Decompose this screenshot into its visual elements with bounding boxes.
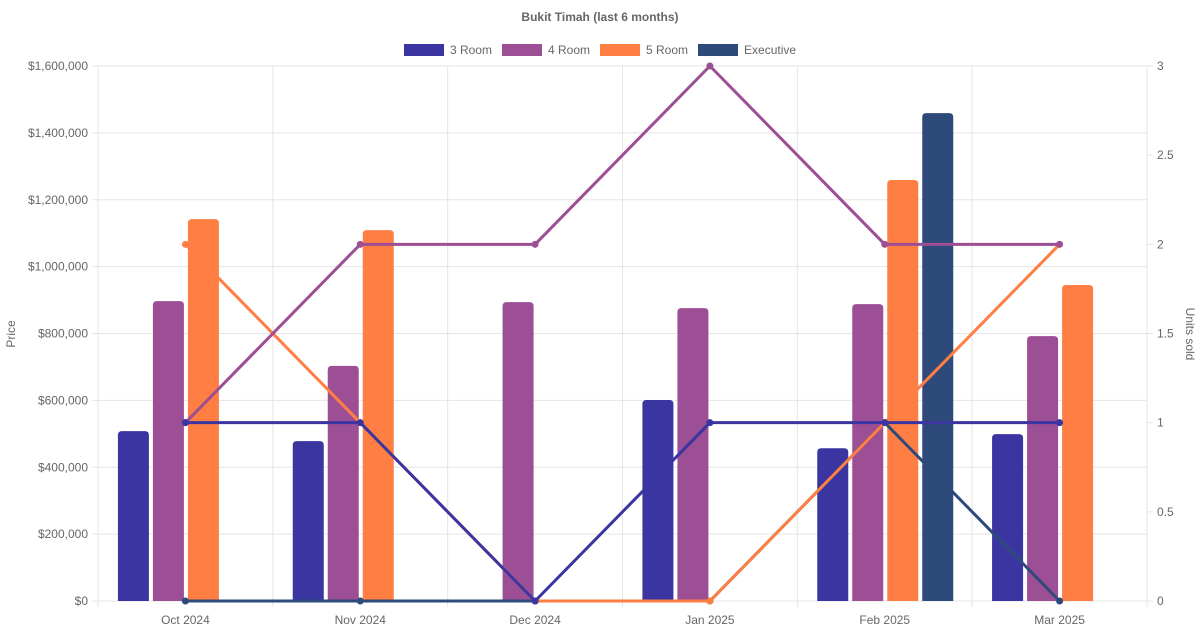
point-3-room <box>356 419 364 427</box>
point-4-room <box>356 240 364 248</box>
y2-tick-label: 0 <box>1157 594 1164 608</box>
legend-label: 5 Room <box>646 43 689 57</box>
legend-item[interactable]: 5 Room <box>600 43 688 57</box>
y-tick-label: $1,000,000 <box>28 260 88 274</box>
y2-tick-label: 2.5 <box>1157 148 1174 162</box>
point-3-room <box>706 419 714 427</box>
bar-4-room <box>152 301 184 601</box>
y2-tick-label: 1 <box>1157 416 1164 430</box>
x-tick-label: Nov 2024 <box>335 613 387 627</box>
bar-3-room <box>117 431 149 601</box>
y-tick-label: $1,600,000 <box>28 59 88 73</box>
bar-5-room <box>362 230 394 601</box>
bar-executive <box>922 113 954 601</box>
point-executive <box>1056 597 1064 605</box>
point-executive <box>356 597 364 605</box>
point-4-room <box>881 240 889 248</box>
y2-tick-label: 0.5 <box>1157 505 1174 519</box>
point-executive <box>181 597 189 605</box>
legend-swatch <box>501 44 542 56</box>
point-3-room <box>531 597 539 605</box>
point-5-room <box>706 597 714 605</box>
bar-3-room <box>817 448 849 601</box>
line-5-room <box>184 243 1061 603</box>
x-tick-label: Feb 2025 <box>859 613 910 627</box>
y2-tick-label: 3 <box>1157 59 1164 73</box>
point-4-room <box>1056 240 1064 248</box>
bar-3-room <box>642 400 674 601</box>
y-tick-label: $1,400,000 <box>28 126 88 140</box>
point-3-room <box>1056 419 1064 427</box>
y-tick-label: $200,000 <box>38 527 88 541</box>
chart-title: Bukit Timah (last 6 months) <box>521 10 679 24</box>
point-4-room <box>706 62 714 70</box>
legend-label: Executive <box>744 43 797 57</box>
bar-5-room <box>887 180 919 601</box>
legend-label: 3 Room <box>449 43 492 57</box>
legend: 3 Room 4 Room 5 Room Executive <box>0 43 1200 57</box>
point-3-room <box>181 419 189 427</box>
bar-3-room <box>992 434 1024 601</box>
y2-tick-label: 1.5 <box>1157 327 1174 341</box>
line-4-room <box>184 63 1060 424</box>
x-tick-label: Jan 2025 <box>685 613 735 627</box>
legend-item[interactable]: 3 Room <box>403 43 492 57</box>
point-4-room <box>531 240 539 248</box>
bar-5-room <box>1062 285 1094 601</box>
x-tick-label: Dec 2024 <box>509 613 561 627</box>
point-5-room <box>181 240 189 248</box>
bar-4-room <box>327 365 359 601</box>
bar-4-room <box>852 304 884 601</box>
y-tick-label: $800,000 <box>38 327 88 341</box>
y-tick-label: $400,000 <box>38 460 88 474</box>
bar-4-room <box>1027 336 1059 601</box>
bar-4-room <box>677 308 709 601</box>
bar-4-room <box>502 302 534 601</box>
y-tick-label: $0 <box>75 594 89 608</box>
bar-5-room <box>187 219 219 602</box>
legend-swatch <box>600 44 640 56</box>
point-3-room <box>881 419 889 427</box>
y2-axis-title: Units sold <box>1183 307 1197 361</box>
x-tick-label: Mar 2025 <box>1034 613 1085 627</box>
bar-3-room <box>292 441 324 601</box>
y-tick-label: $1,200,000 <box>28 193 88 207</box>
legend-swatch <box>403 44 444 56</box>
legend-swatch <box>698 44 739 56</box>
line-3-room <box>185 421 1060 604</box>
legend-item[interactable]: Executive <box>698 43 796 57</box>
y-tick-label: $600,000 <box>38 393 88 407</box>
y2-tick-label: 2 <box>1157 237 1164 251</box>
legend-label: 4 Room <box>547 43 590 57</box>
legend-item[interactable]: 4 Room <box>501 43 590 57</box>
y-axis-title: Price <box>4 320 18 348</box>
x-tick-label: Oct 2024 <box>161 613 210 627</box>
